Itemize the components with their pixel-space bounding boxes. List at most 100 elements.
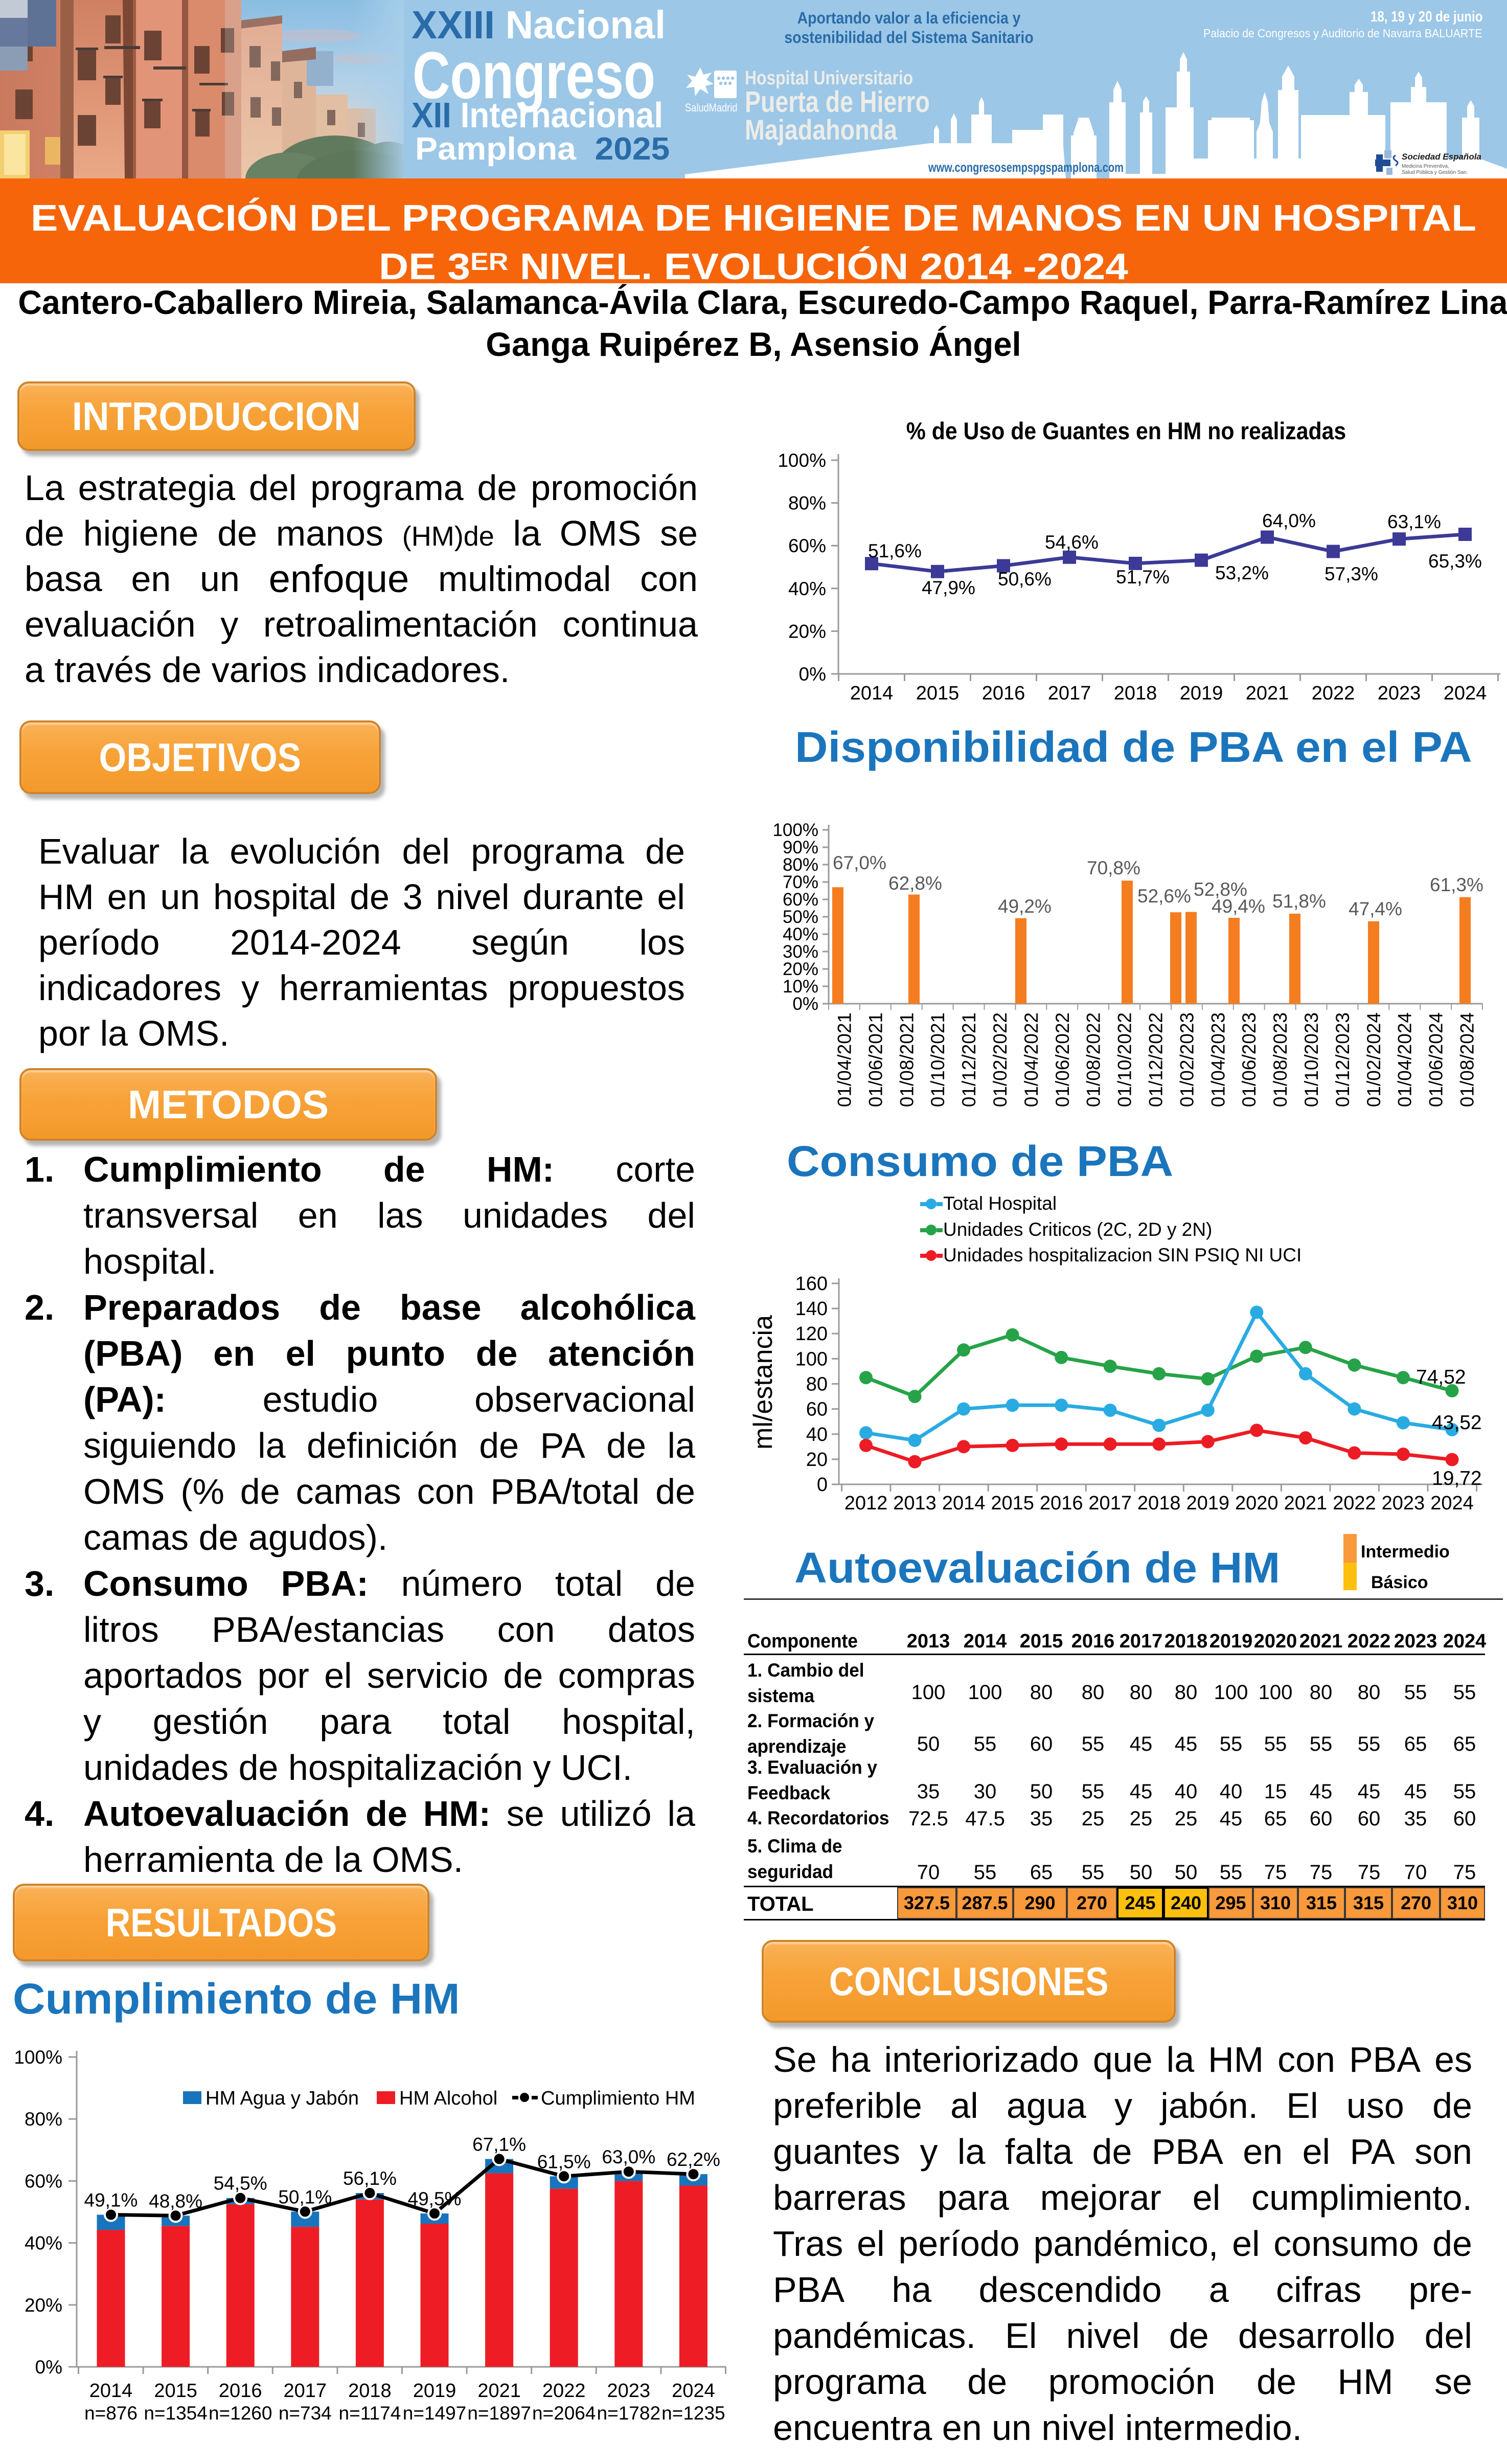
svg-text:01/06/2022: 01/06/2022 [1052,1012,1073,1107]
svg-text:47,9%: 47,9% [922,577,975,598]
svg-text:2018: 2018 [1114,683,1157,704]
svg-text:49,5%: 49,5% [408,2188,462,2209]
svg-text:43,52: 43,52 [1432,1412,1482,1434]
svg-text:2024: 2024 [672,2380,715,2402]
svg-text:10%: 10% [783,977,818,997]
svg-text:74,52: 74,52 [1416,1366,1466,1388]
svg-text:2012: 2012 [844,1493,888,1514]
svg-text:01/08/2023: 01/08/2023 [1270,1012,1291,1107]
svg-text:100%: 100% [778,450,826,471]
svg-text:100%: 100% [14,2047,62,2068]
svg-text:80%: 80% [783,855,818,875]
svg-text:2024: 2024 [1430,1493,1474,1514]
svg-text:60%: 60% [25,2171,62,2191]
svg-text:01/04/2021: 01/04/2021 [834,1012,855,1107]
svg-text:n=876: n=876 [84,2403,138,2424]
svg-text:80%: 80% [25,2109,62,2130]
svg-text:01/10/2021: 01/10/2021 [927,1012,948,1107]
svg-text:2023: 2023 [1382,1493,1425,1514]
svg-text:20: 20 [806,1449,828,1471]
svg-text:2015: 2015 [154,2380,197,2402]
svg-text:ml/estancia: ml/estancia [748,1315,778,1450]
svg-text:51,8%: 51,8% [1272,891,1326,912]
svg-text:2014: 2014 [850,683,894,704]
svg-text:01/06/2021: 01/06/2021 [865,1012,886,1107]
svg-text:50,1%: 50,1% [278,2186,332,2207]
svg-text:61,3%: 61,3% [1430,874,1483,895]
svg-text:64,0%: 64,0% [1262,510,1316,531]
svg-text:52,6%: 52,6% [1137,886,1191,907]
svg-text:n=1497: n=1497 [403,2403,467,2424]
svg-text:2016: 2016 [1040,1493,1083,1514]
svg-text:53,2%: 53,2% [1215,562,1269,583]
svg-text:2020: 2020 [1235,1493,1278,1514]
svg-text:2013: 2013 [893,1493,937,1514]
svg-text:65,3%: 65,3% [1428,551,1482,572]
svg-text:51,6%: 51,6% [868,540,922,561]
svg-text:0%: 0% [792,994,818,1014]
svg-text:HM Alcohol: HM Alcohol [399,2088,497,2109]
svg-text:2018: 2018 [1137,1493,1181,1514]
svg-text:SaludMadrid: SaludMadrid [685,102,737,115]
svg-text:63,0%: 63,0% [602,2146,655,2167]
svg-text:01/08/2024: 01/08/2024 [1457,1012,1478,1107]
svg-text:2023: 2023 [1378,683,1421,704]
svg-text:49,2%: 49,2% [998,896,1052,917]
svg-text:01/08/2022: 01/08/2022 [1083,1012,1104,1107]
svg-text:HM Agua y Jabón: HM Agua y Jabón [206,2088,359,2109]
svg-text:2021: 2021 [1284,1493,1328,1514]
svg-text:01/02/2023: 01/02/2023 [1176,1012,1197,1107]
svg-text:56,1%: 56,1% [343,2168,397,2189]
svg-text:2019: 2019 [1180,683,1223,704]
svg-text:40%: 40% [788,578,826,599]
svg-text:52,8%: 52,8% [1194,879,1247,900]
svg-text:2015: 2015 [991,1493,1034,1514]
svg-text:2018: 2018 [348,2380,392,2402]
svg-text:2022: 2022 [1312,683,1355,704]
svg-text:2017: 2017 [1088,1493,1132,1514]
svg-text:2014: 2014 [942,1493,986,1514]
svg-text:51,7%: 51,7% [1116,567,1170,587]
svg-text:50%: 50% [783,907,818,927]
svg-text:60%: 60% [788,535,826,556]
svg-text:2017: 2017 [284,2380,327,2402]
svg-text:2019: 2019 [1186,1493,1230,1514]
svg-text:0%: 0% [35,2357,62,2378]
svg-text:2019: 2019 [413,2380,456,2402]
svg-text:n=1897: n=1897 [467,2403,531,2424]
svg-text:60%: 60% [783,890,818,910]
svg-text:90%: 90% [783,838,818,857]
svg-text:n=1782: n=1782 [597,2403,661,2424]
svg-text:01/02/2024: 01/02/2024 [1363,1012,1384,1107]
svg-text:120: 120 [795,1323,828,1345]
svg-text:2021: 2021 [1246,683,1289,704]
svg-text:62,2%: 62,2% [667,2149,720,2170]
svg-text:60: 60 [806,1399,828,1420]
svg-text:01/04/2023: 01/04/2023 [1207,1012,1228,1107]
svg-text:50,6%: 50,6% [998,569,1052,590]
svg-text:70%: 70% [783,872,818,892]
svg-text:20%: 20% [788,621,826,642]
svg-text:19,72: 19,72 [1432,1467,1482,1489]
svg-text:20%: 20% [783,959,818,979]
svg-text:01/06/2023: 01/06/2023 [1239,1012,1260,1107]
svg-text:54,6%: 54,6% [1045,532,1099,553]
svg-text:30%: 30% [783,942,818,962]
svg-text:01/10/2023: 01/10/2023 [1301,1012,1322,1107]
svg-text:2021: 2021 [477,2380,521,2402]
svg-text:63,1%: 63,1% [1387,511,1441,532]
svg-text:n=734: n=734 [279,2403,332,2424]
svg-text:80%: 80% [788,493,826,514]
svg-text:62,8%: 62,8% [888,873,942,894]
svg-text:01/12/2021: 01/12/2021 [958,1012,979,1107]
svg-text:n=1354: n=1354 [144,2403,208,2424]
svg-text:49,4%: 49,4% [1212,896,1265,917]
svg-text:80: 80 [806,1374,828,1395]
svg-text:160: 160 [795,1273,828,1295]
svg-text:2016: 2016 [982,683,1025,704]
svg-text:0%: 0% [799,664,826,685]
svg-text:20%: 20% [25,2295,62,2316]
svg-text:2016: 2016 [219,2380,262,2402]
svg-text:2017: 2017 [1048,683,1091,704]
svg-text:2023: 2023 [607,2380,651,2402]
